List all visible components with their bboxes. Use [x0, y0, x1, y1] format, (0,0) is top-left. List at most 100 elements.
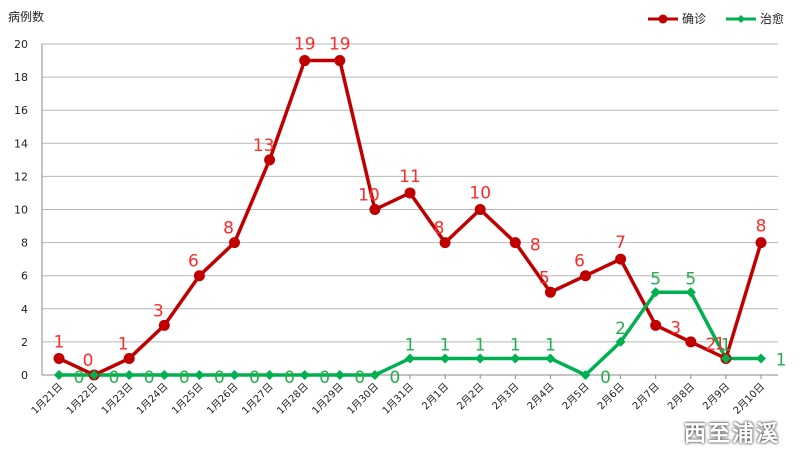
- series-point: [755, 237, 767, 249]
- series-point: [123, 352, 135, 364]
- data-label: 8: [434, 219, 445, 239]
- y-tick-label: 4: [21, 303, 28, 316]
- data-label: 1: [714, 334, 725, 354]
- x-tick-label: 2月3日: [490, 381, 522, 413]
- data-label: 11: [399, 167, 421, 187]
- gridlines: [41, 43, 778, 376]
- data-label: 2: [615, 319, 626, 339]
- data-label: 3: [670, 318, 681, 338]
- data-label: 1: [440, 335, 451, 355]
- data-label: 8: [756, 217, 767, 237]
- series-point: [229, 237, 240, 249]
- legend-label: 治愈: [760, 11, 784, 26]
- y-tick-label: 20: [14, 38, 28, 51]
- data-label: 1: [776, 350, 787, 370]
- watermark-text: 西至浦溪: [684, 422, 781, 447]
- data-label: 6: [574, 252, 585, 272]
- x-tick-label: 2月10日: [731, 381, 767, 417]
- data-label: 0: [109, 368, 120, 388]
- data-label: 0: [284, 368, 295, 388]
- series-point: [615, 336, 626, 347]
- series-point: [510, 353, 521, 364]
- series-point: [194, 370, 205, 380]
- series-point: [685, 287, 696, 298]
- series-point: [264, 154, 276, 166]
- data-label: 5: [539, 268, 550, 288]
- x-tick-label: 2月7日: [630, 381, 662, 413]
- series-point: [544, 286, 556, 298]
- data-label: 10: [358, 186, 380, 206]
- data-label: 0: [214, 368, 225, 388]
- data-label: 1: [405, 335, 416, 355]
- data-label: 0: [179, 368, 190, 388]
- data-label: 0: [319, 368, 330, 388]
- data-label: 0: [249, 368, 260, 388]
- legend-label: 确诊: [682, 12, 706, 26]
- series-markers: [53, 55, 767, 381]
- series-point: [405, 353, 415, 364]
- data-label: 19: [329, 35, 351, 55]
- data-label: 1: [545, 335, 556, 355]
- series-point: [334, 370, 345, 380]
- series-point: [756, 353, 766, 364]
- series-point: [124, 370, 135, 380]
- series-point: [159, 370, 170, 380]
- x-tick-label: 2月8日: [665, 381, 697, 413]
- data-label: 0: [144, 368, 155, 388]
- data-label: 0: [389, 368, 400, 388]
- series-point: [369, 204, 381, 215]
- series-point: [685, 336, 697, 348]
- y-tick-label: 18: [14, 71, 28, 84]
- data-label: 1: [475, 335, 486, 355]
- x-tick-label: 2月5日: [560, 381, 592, 413]
- series-point: [580, 270, 591, 282]
- data-label: 19: [294, 35, 316, 55]
- legend: 确诊 治愈: [648, 11, 784, 26]
- series-point: [580, 370, 591, 380]
- x-tick-label: 2月1日: [420, 381, 452, 413]
- series-point: [334, 55, 346, 67]
- data-label: 5: [685, 269, 696, 289]
- series-point: [440, 353, 451, 364]
- series-point: [369, 370, 380, 380]
- data-label: 1: [510, 335, 521, 355]
- data-label: 5: [650, 269, 661, 289]
- y-axis-ticks: 0 2 4 6 8 10 12 14 16 18 20: [14, 38, 28, 382]
- x-tick-label: 2月9日: [700, 381, 732, 413]
- x-tick-label: 2月2日: [455, 381, 487, 413]
- x-tick-label: 1月21日: [29, 381, 65, 417]
- series-point: [650, 319, 662, 331]
- series-point: [158, 319, 170, 331]
- series-point: [474, 204, 486, 215]
- series-point: [53, 352, 65, 364]
- legend-swatch-marker: [658, 14, 668, 24]
- series-point: [89, 370, 100, 380]
- data-label: 8: [530, 236, 541, 256]
- data-label: 1: [118, 334, 129, 354]
- y-axis-label: 病例数: [8, 9, 44, 24]
- data-label: 0: [354, 368, 365, 388]
- series-point: [229, 370, 240, 380]
- series-point: [299, 55, 311, 67]
- y-tick-label: 16: [14, 104, 28, 117]
- x-tick-label: 2月4日: [525, 381, 557, 413]
- data-label: 8: [223, 219, 234, 239]
- data-label: 0: [74, 368, 85, 388]
- y-tick-label: 6: [21, 270, 28, 283]
- data-label: 6: [188, 252, 199, 272]
- data-label: 0: [83, 351, 94, 371]
- y-tick-label: 0: [21, 369, 28, 382]
- data-label: 2: [705, 335, 716, 355]
- series-point: [54, 370, 64, 380]
- series-point: [404, 187, 416, 199]
- data-label: 7: [615, 233, 626, 253]
- data-label: 1: [54, 332, 65, 352]
- y-tick-label: 2: [21, 336, 28, 349]
- series-point: [193, 270, 205, 282]
- data-label: 3: [153, 301, 164, 321]
- y-tick-label: 8: [21, 237, 28, 250]
- data-label: 0: [600, 368, 611, 388]
- series-point: [720, 353, 731, 364]
